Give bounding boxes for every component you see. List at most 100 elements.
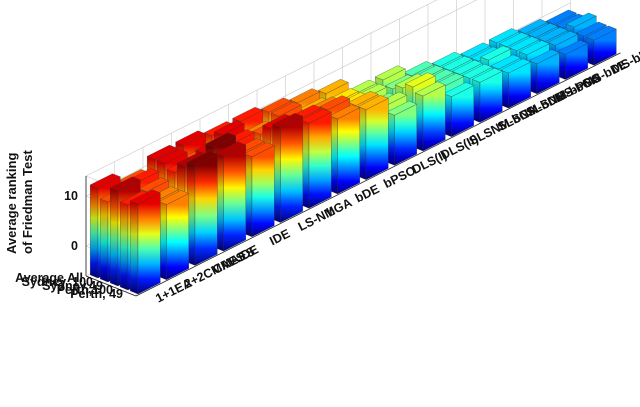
bar-top-face bbox=[300, 108, 332, 124]
bar-side-shade bbox=[110, 187, 118, 286]
bar bbox=[386, 100, 418, 166]
bar-side-shade bbox=[120, 201, 128, 290]
x-axis-line bbox=[135, 52, 621, 297]
bar-top-face bbox=[431, 51, 463, 67]
bar-top-face bbox=[443, 82, 475, 97]
bar-top-face bbox=[215, 141, 247, 157]
bar bbox=[186, 150, 218, 266]
bar-side-shade bbox=[557, 51, 566, 80]
bar-side-shade bbox=[386, 112, 395, 166]
bar-top-face bbox=[357, 95, 389, 110]
bar-top-face bbox=[260, 97, 292, 113]
bar bbox=[215, 141, 247, 252]
bar-side-shade bbox=[244, 153, 252, 237]
bar-top-face bbox=[386, 100, 418, 116]
bar-top-face bbox=[508, 36, 540, 51]
y-tick-label: Perth, 49 bbox=[70, 287, 123, 301]
bar-top-face bbox=[498, 32, 530, 47]
bar-front-face bbox=[422, 84, 446, 152]
bar-top-face bbox=[329, 104, 361, 120]
bar-side-shade bbox=[529, 60, 537, 94]
y-tick-label: Perth,100 bbox=[57, 283, 113, 297]
y-axis-line bbox=[85, 275, 137, 297]
bar bbox=[557, 40, 589, 80]
bar-front-face bbox=[166, 193, 189, 280]
bar-top-face bbox=[460, 42, 492, 58]
bar-top-face bbox=[213, 120, 245, 135]
z-tick-label: 10 bbox=[64, 189, 78, 203]
bar-top-face bbox=[186, 150, 218, 166]
axes-layer bbox=[85, 52, 621, 297]
bar bbox=[329, 104, 361, 195]
bar-top-face bbox=[545, 9, 577, 25]
bar-front-face bbox=[251, 145, 275, 238]
grid-line-z bbox=[85, 0, 438, 177]
z-axis-title-line1: Average ranking bbox=[4, 153, 19, 254]
bar-top-face bbox=[156, 148, 188, 164]
bar-front-face bbox=[223, 144, 246, 252]
bar-top-face bbox=[527, 23, 559, 38]
bar-side-shade bbox=[443, 93, 452, 137]
bar-top-face bbox=[517, 19, 549, 34]
bar-side-shade bbox=[187, 162, 195, 266]
bar bbox=[528, 49, 560, 95]
bar-top-face bbox=[146, 144, 178, 160]
bar-side-shade bbox=[215, 153, 224, 252]
bars-layer bbox=[89, 9, 617, 295]
bar-front-face bbox=[337, 107, 360, 195]
bar-top-face bbox=[461, 63, 493, 79]
bar-side-shade bbox=[100, 198, 108, 282]
z-tick-label: 0 bbox=[71, 239, 78, 253]
bar-side-shade bbox=[472, 79, 480, 123]
bar-top-face bbox=[528, 49, 560, 64]
x-tick-label: DE bbox=[239, 242, 261, 262]
bar-top-face bbox=[89, 173, 121, 189]
y-tick-label: Average All bbox=[15, 271, 83, 285]
bar-top-face bbox=[404, 72, 436, 88]
bar-side-shade bbox=[415, 92, 423, 151]
bar-side-shade bbox=[130, 200, 138, 294]
bar-front-face bbox=[308, 111, 332, 209]
bar bbox=[471, 67, 503, 123]
bar-front-face bbox=[365, 98, 389, 180]
bar-top-face bbox=[109, 176, 141, 192]
bar-front-face bbox=[137, 192, 161, 295]
bar-side-shade bbox=[500, 70, 509, 109]
bar-top-face bbox=[272, 113, 304, 128]
bar-top-face bbox=[441, 55, 473, 71]
y-tick-label: Sydney,49 bbox=[42, 279, 103, 293]
bar-top-face bbox=[500, 58, 532, 74]
bar-top-face bbox=[317, 79, 349, 94]
y-tick-label: Sydney, 100 bbox=[22, 275, 93, 289]
bar bbox=[272, 113, 304, 223]
bar bbox=[414, 81, 446, 152]
bar-top-face bbox=[243, 142, 275, 157]
bar-top-face bbox=[289, 88, 321, 104]
bar-top-face bbox=[270, 101, 302, 117]
bar-top-face bbox=[403, 61, 435, 76]
bar-top-face bbox=[347, 91, 379, 106]
bar-side-shade bbox=[301, 120, 309, 209]
bar bbox=[300, 108, 332, 209]
bar-side-shade bbox=[90, 184, 98, 278]
bar bbox=[243, 142, 275, 238]
bar-top-face bbox=[488, 28, 520, 43]
bar-top-face bbox=[374, 65, 406, 81]
bar-side-shade bbox=[272, 124, 281, 223]
bar-top-face bbox=[480, 45, 512, 61]
bar-side-shade bbox=[358, 106, 366, 180]
bar-top-face bbox=[585, 25, 617, 41]
bar-side-shade bbox=[586, 37, 594, 66]
bar bbox=[158, 190, 190, 280]
bar-top-face bbox=[232, 107, 264, 122]
bar-side-shade bbox=[158, 201, 167, 280]
bar-top-face bbox=[471, 67, 503, 83]
z-axis-title-line2: of Friedman Test bbox=[20, 150, 35, 254]
bar bbox=[585, 25, 617, 66]
bar-top-face bbox=[537, 27, 569, 42]
bar-top-face bbox=[129, 189, 161, 205]
bar bbox=[129, 189, 161, 295]
bar-top-face bbox=[565, 12, 597, 28]
bar-top-face bbox=[414, 81, 446, 97]
